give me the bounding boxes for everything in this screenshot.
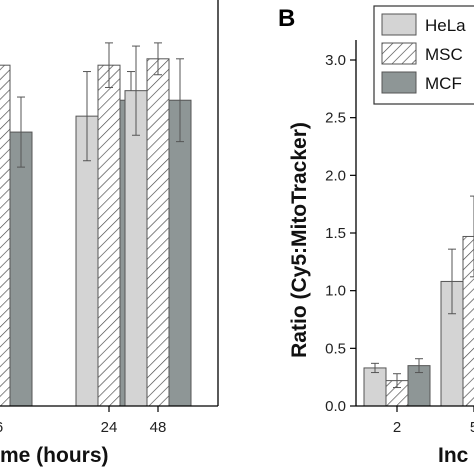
panel-b-bar-hela-2	[363, 367, 387, 407]
panel-b-y-tick-label-1-0: 1.0	[325, 283, 346, 300]
panel-b-letter: B	[278, 5, 295, 32]
panel-a-chart: 6 24 48 me (hours)	[0, 0, 219, 467]
panel-b-bars	[363, 195, 474, 407]
panel-b-x-tick-label-2: 2	[393, 419, 401, 436]
panel-b-y-tick-label-3-0: 3.0	[325, 52, 346, 69]
panel-b-y-tick-label-2-0: 2.0	[325, 167, 346, 184]
panel-b-x-ticks: 25	[393, 406, 474, 436]
panel-b-y-tick-label-0-0: 0.0	[325, 398, 346, 415]
panel-b-y-tick-label-2-5: 2.5	[325, 110, 346, 127]
panel-b-bar-msc-5	[462, 235, 474, 407]
panel-a-bar-msc-24	[97, 64, 121, 407]
panel-b-x-tick-label-5: 5	[470, 419, 474, 436]
panel-b-axes	[355, 40, 474, 407]
panel-a-x-ticks: 6 24 48	[0, 406, 166, 436]
panel-b-y-tick-label-0-5: 0.5	[325, 340, 346, 357]
panel-a-x-axis-title: me (hours)	[0, 444, 109, 467]
panel-a-bar-msc-6	[0, 64, 11, 407]
panel-b-chart: Ratio (Cy5:MitoTracker) 0.0 0.5 1.0 1.5 2.0 2…	[288, 5, 474, 467]
panel-b-y-axis-title: Ratio (Cy5:MitoTracker)	[288, 122, 311, 358]
panel-b-legend-swatch-hela	[381, 13, 417, 36]
panel-b-legend-label-mcf: MCF	[425, 74, 462, 93]
panel-b-y-tick-label-1-5: 1.5	[325, 225, 346, 242]
panel-b-legend-swatch-mcf	[381, 71, 417, 94]
panel-b-legend-label-hela: HeLa	[425, 16, 466, 35]
panel-b-legend-swatch-msc	[381, 42, 417, 65]
panel-b-legend-label-msc: MSC	[425, 45, 463, 64]
panel-a-x-tick-label-6: 6	[0, 419, 3, 436]
panel-a-bar-msc-48	[146, 58, 170, 407]
panel-a-bar-mcf-6	[9, 131, 33, 407]
panel-a-bar-hela-48	[124, 90, 148, 407]
panel-a-x-tick-label-24: 24	[101, 419, 118, 436]
panel-a-x-tick-label-48: 48	[150, 419, 167, 436]
panel-b-y-ticks: 0.0 0.5 1.0 1.5 2.0 2.5 3.0	[325, 52, 356, 415]
panel-a-bar-mcf-48	[168, 99, 192, 407]
panel-b-legend: HeLa MSC MCF	[373, 5, 474, 105]
panel-a-bars	[0, 42, 192, 407]
panel-b-x-axis-title: Inc	[438, 444, 469, 467]
